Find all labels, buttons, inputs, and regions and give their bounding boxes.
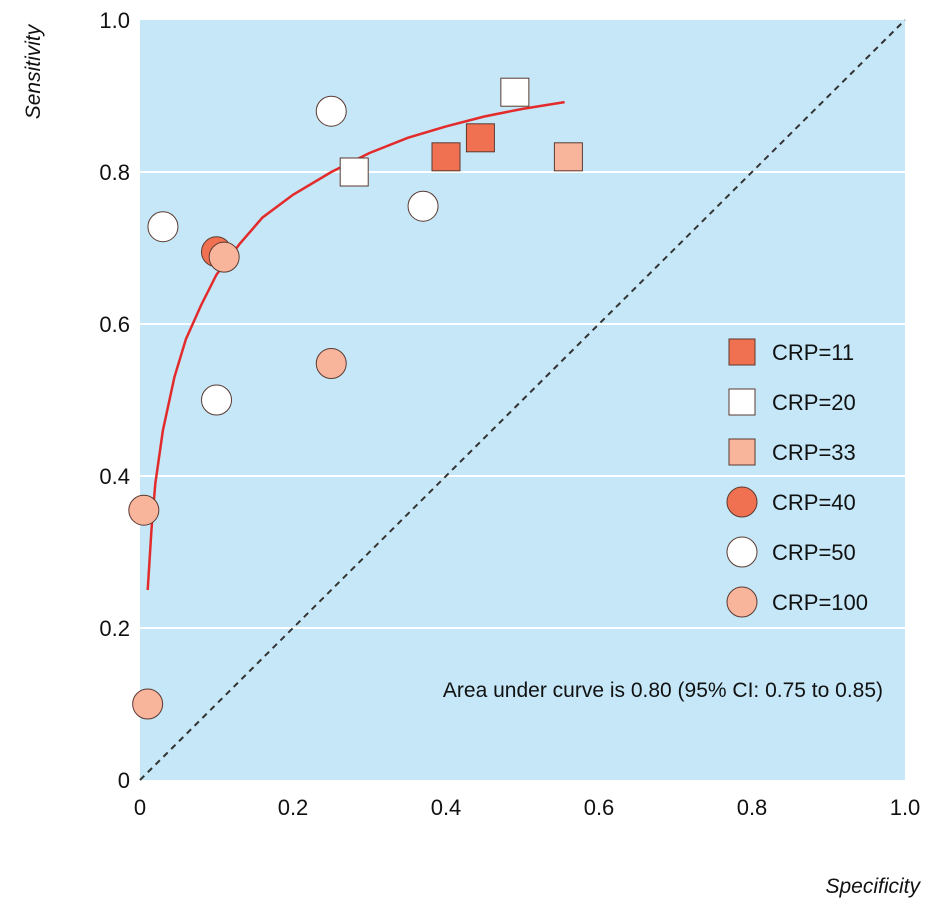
legend-marker — [726, 486, 758, 518]
data-point-circle — [315, 95, 347, 127]
legend-label: CRP=40 — [772, 490, 856, 515]
y-tick-label: 0 — [118, 768, 130, 793]
legend-label: CRP=100 — [772, 590, 868, 615]
legend-label: CRP=20 — [772, 390, 856, 415]
grid-lines — [140, 171, 905, 629]
legend-marker — [728, 338, 756, 366]
y-axis-ticks: 0 0.2 0.4 0.6 0.8 1.0 — [99, 8, 130, 793]
legend-label: CRP=11 — [772, 340, 854, 365]
data-points — [128, 77, 583, 720]
data-point-square — [500, 77, 530, 107]
data-point-circle — [208, 241, 240, 273]
data-point-square — [431, 142, 461, 172]
data-point-circle — [147, 211, 179, 243]
data-point-square — [553, 142, 583, 172]
y-tick-label: 0.2 — [99, 616, 130, 641]
x-tick-label: 0.6 — [584, 795, 615, 820]
legend-marker — [728, 438, 756, 466]
legend-marker — [726, 536, 758, 568]
data-point-circle — [128, 494, 160, 526]
fitted-roc-curve — [146, 100, 565, 591]
data-point-square — [339, 157, 369, 187]
x-axis-title: Specificity — [825, 875, 921, 898]
legend-marker — [726, 586, 758, 618]
x-axis-ticks: 0 0.2 0.4 0.6 0.8 1.0 — [134, 795, 920, 820]
legend-label: CRP=33 — [772, 440, 856, 465]
reference-diagonal — [139, 19, 906, 781]
x-tick-label: 0 — [134, 795, 146, 820]
x-tick-label: 0.8 — [737, 795, 768, 820]
x-tick-label: 1.0 — [890, 795, 921, 820]
data-point-square — [465, 123, 495, 153]
y-tick-label: 0.6 — [99, 312, 130, 337]
y-tick-label: 0.4 — [99, 464, 130, 489]
legend-marker — [728, 388, 756, 416]
legend: CRP=11 CRP=20 CRP=33 CRP=40 CRP=50 CRP=100 — [726, 338, 868, 618]
data-point-circle — [315, 348, 347, 380]
y-axis-title: Sensitivity — [22, 23, 45, 119]
data-point-circle — [201, 384, 232, 416]
data-point-circle — [407, 190, 439, 222]
x-tick-label: 0.4 — [431, 795, 462, 820]
data-point-circle — [132, 688, 164, 720]
legend-label: CRP=50 — [772, 540, 856, 565]
y-tick-label: 0.8 — [99, 160, 130, 185]
x-tick-label: 0.2 — [278, 795, 309, 820]
auc-annotation: Area under curve is 0.80 (95% CI: 0.75 t… — [443, 679, 883, 702]
y-tick-label: 1.0 — [99, 8, 130, 33]
